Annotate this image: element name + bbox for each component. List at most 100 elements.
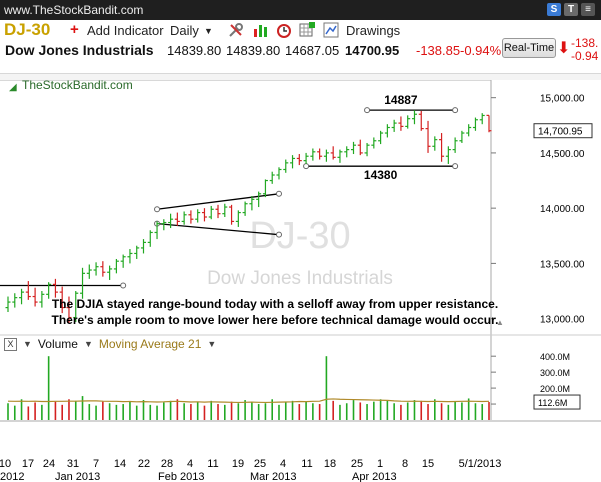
ohlc-bar <box>351 141 357 155</box>
date-month-label: 2012 <box>0 471 24 482</box>
last-price-label: 14,700.95 <box>538 127 583 138</box>
date-tick-label: 11 <box>207 458 218 470</box>
collapse-icon[interactable]: ◢ <box>9 82 17 93</box>
ohlc-bar <box>459 130 465 143</box>
chart-type-icon[interactable] <box>252 22 268 38</box>
trendline-drawings[interactable]: 14887 14380 <box>0 93 459 289</box>
ohlc-bar <box>19 288 25 305</box>
ohlc-bar <box>215 204 221 219</box>
realtime-button[interactable]: Real-Time <box>502 38 556 58</box>
ohlc-bar <box>222 203 228 217</box>
date-tick-label: 7 <box>93 458 99 470</box>
ohlc-bar <box>432 136 438 151</box>
ohlc-bar <box>290 155 296 169</box>
date-tick-label: 1 <box>377 458 383 470</box>
ohlc-bar <box>269 171 275 184</box>
upper-wedge-line-handle <box>275 190 282 197</box>
ohlc-bar <box>39 291 45 308</box>
date-tick-label: 10 <box>0 458 11 470</box>
add-indicator-button[interactable]: Add Indicator <box>87 23 164 38</box>
ohlc-bar <box>181 211 187 225</box>
ohlc-bar <box>439 133 445 162</box>
ohlc-bar <box>113 258 119 274</box>
header-badges: S T ≡ <box>547 3 595 16</box>
low-value: 14687.05 <box>285 43 340 58</box>
ohlc-bar <box>384 124 390 138</box>
drawings-icon[interactable] <box>323 22 339 38</box>
add-indicator-icon[interactable]: + <box>70 21 79 38</box>
ohlc-bar <box>330 146 336 160</box>
alarm-clock-icon[interactable] <box>276 22 292 38</box>
ohlc-bar <box>174 212 180 226</box>
close-panel-button[interactable]: X <box>4 337 17 351</box>
support-line-14380-handle <box>452 163 459 170</box>
volume-tick-label: 400.0M <box>540 352 570 362</box>
support-label: 14380 <box>364 168 398 182</box>
high-value: 14839.80 <box>226 43 281 58</box>
volume-dropdown-icon[interactable]: ▼ <box>23 339 32 349</box>
price-tick-label: 14,500.00 <box>540 149 585 160</box>
ohlc-bar <box>188 210 194 224</box>
price-tick-label: 13,500.00 <box>540 259 585 270</box>
ohlc-bar <box>391 119 397 132</box>
ohlc-bar <box>154 221 160 240</box>
ohlc-bar <box>73 291 79 322</box>
ohlc-bar <box>25 281 31 300</box>
drawings-button[interactable]: Drawings <box>346 23 401 38</box>
ohlc-bar <box>66 296 72 324</box>
ohlc-bar <box>445 146 451 164</box>
date-tick-label: 17 <box>22 458 34 470</box>
last-price-box <box>533 123 593 139</box>
ohlc-bar <box>195 209 201 223</box>
ohlc-bar <box>283 159 289 173</box>
interval-select[interactable]: Daily <box>170 23 199 38</box>
resistance-line-handle <box>452 107 459 114</box>
ohlc-bar <box>140 239 146 254</box>
date-month-label: Feb 2013 <box>158 471 204 482</box>
open-value: 14839.80 <box>167 43 222 58</box>
panel-divider[interactable] <box>0 73 601 81</box>
down-arrow-icon: ⬇ <box>557 40 571 57</box>
ohlc-bar <box>46 282 52 299</box>
resistance-line-handle <box>364 107 371 114</box>
annotation-line-2: There's ample room to move lower here be… <box>52 313 499 327</box>
ohlc-bar <box>344 146 350 158</box>
tools-icon[interactable] <box>228 22 244 38</box>
text-size-icon[interactable]: T <box>564 3 578 16</box>
quote-bar: Dow Jones Industrials 14839.80 14839.80 … <box>0 36 601 63</box>
ohlc-bar <box>323 149 329 162</box>
ohlc-bar <box>93 262 99 276</box>
share-icon[interactable]: S <box>547 3 561 16</box>
ohlc-bar <box>378 130 384 145</box>
current-volume-label: 112.6M <box>538 398 567 408</box>
date-tick-label: 8 <box>402 458 408 470</box>
ma-dropdown-icon[interactable]: ▼ <box>207 339 217 349</box>
interval-dropdown-icon[interactable]: ▼ <box>204 26 213 36</box>
symbol-input[interactable]: DJ-30 <box>4 20 51 39</box>
ohlc-bar <box>364 142 370 157</box>
ohlc-bar <box>100 261 106 277</box>
ohlc-bar <box>398 116 404 131</box>
ohlc-bar <box>256 191 262 208</box>
site-header: www.TheStockBandit.com S T ≡ <box>0 0 601 20</box>
date-tick-label: 4 <box>187 458 193 470</box>
current-volume-box <box>533 394 581 410</box>
ohlc-bar <box>303 152 309 164</box>
ohlc-bar <box>262 179 268 198</box>
volume-label: Volume <box>37 337 78 351</box>
volume-settings-dropdown-icon[interactable]: ▼ <box>83 339 93 349</box>
ohlc-bar <box>107 265 113 280</box>
ohlc-bar <box>120 254 126 268</box>
ohlc-bar <box>12 293 18 308</box>
panel-source-label: TheStockBandit.com <box>22 78 133 92</box>
resize-icon[interactable]: ▲ <box>496 318 504 327</box>
annotation-line-1: The DJIA stayed range-bound today with a… <box>52 297 498 311</box>
date-month-label: Jan 2013 <box>55 471 100 482</box>
ohlc-bar <box>235 210 241 227</box>
menu-icon[interactable]: ≡ <box>581 3 595 16</box>
table-add-icon[interactable] <box>299 22 315 38</box>
price-tick-label: 14,000.00 <box>540 204 585 215</box>
resistance-label: 14887 <box>384 93 418 107</box>
